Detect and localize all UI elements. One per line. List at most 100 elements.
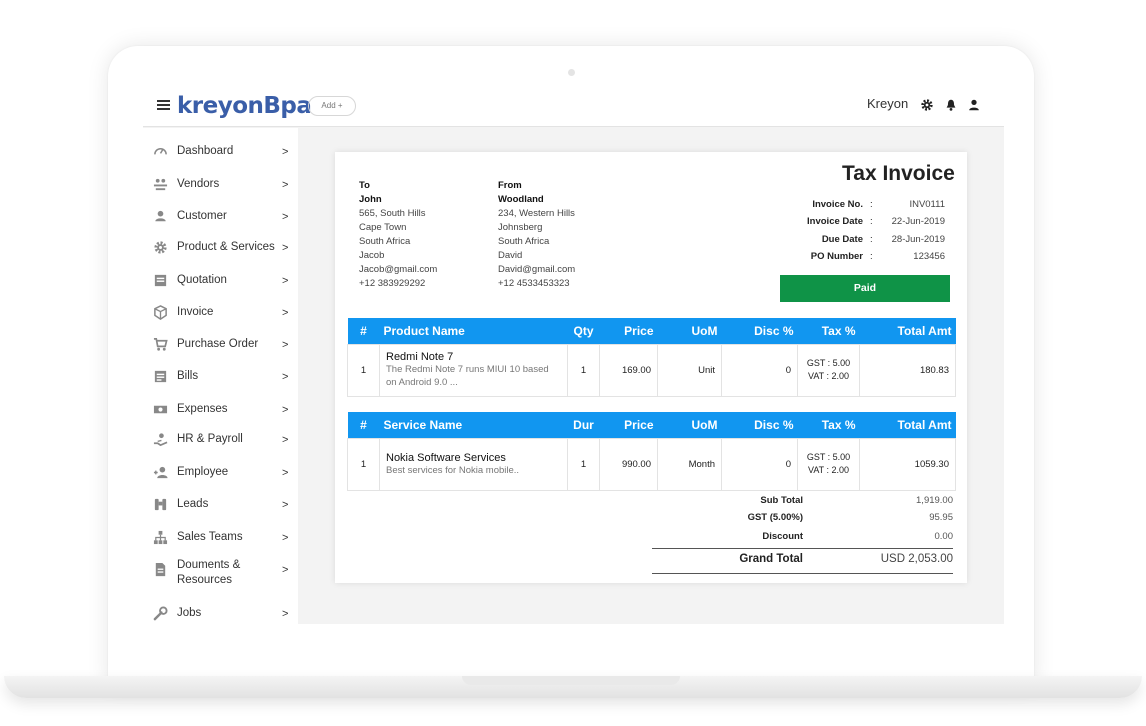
sidebar-item-customer[interactable]: Customer > — [143, 207, 298, 231]
sidebar-item-hr-payroll[interactable]: HR & Payroll > — [143, 430, 298, 454]
discount-row: Discount 0.00 — [735, 531, 953, 547]
sidebar-item-bills[interactable]: Bills > — [143, 367, 298, 391]
vendors-icon — [153, 178, 168, 191]
gst-value: GST : 5.00 — [806, 358, 851, 368]
sidebar-item-label: Jobs — [177, 607, 202, 619]
sidebar-item-expenses[interactable]: Expenses > — [143, 400, 298, 424]
column-header: Disc % — [721, 318, 798, 344]
paid-status-button[interactable]: Paid — [780, 275, 950, 302]
sidebar-item-label: HR & Payroll — [177, 433, 243, 445]
price-cell: 990.00 — [599, 437, 658, 491]
meta-key: Invoice Date — [807, 216, 863, 227]
contact-phone: +12 4533453323 — [498, 278, 570, 289]
bill-from-address: From Woodland 234, Western Hills Johnsbe… — [498, 179, 575, 291]
chevron-right-icon: > — [282, 564, 289, 576]
qty-cell: 1 — [567, 343, 600, 397]
sidebar-item-label: Invoice — [177, 306, 214, 318]
laptop-notch — [462, 676, 680, 685]
tax-cell: GST : 5.00 VAT : 2.00 — [797, 343, 860, 397]
grand-total-value: USD 2,053.00 — [880, 553, 953, 565]
chevron-right-icon: > — [282, 434, 289, 446]
sidebar-item-quotation[interactable]: Quotation > — [143, 271, 298, 295]
customer-icon — [155, 210, 166, 222]
gear-icon — [154, 241, 167, 254]
document-icon — [155, 562, 166, 577]
sidebar-item-invoice[interactable]: Invoice > — [143, 303, 298, 327]
column-header: Disc % — [721, 412, 798, 438]
wrench-icon — [153, 606, 168, 621]
meta-key: Invoice No. — [812, 199, 863, 210]
contact-email: Jacob@gmail.com — [359, 264, 438, 275]
address-line: Johnsberg — [498, 222, 543, 233]
column-header: Price — [599, 412, 658, 438]
sidebar-item-label: Dashboard — [177, 145, 234, 157]
discount-cell: 0 — [721, 343, 798, 397]
to-name: John — [359, 194, 382, 205]
column-header: Price — [599, 318, 658, 344]
sidebar-item-purchase-order[interactable]: Purchase Order > — [143, 335, 298, 359]
sidebar-item-dashboard[interactable]: Dashboard > — [143, 142, 298, 166]
laptop-base — [4, 676, 1142, 698]
column-header: # — [347, 412, 380, 438]
sidebar-item-jobs[interactable]: Jobs > — [143, 604, 298, 624]
sidebar-item-vendors[interactable]: Vendors > — [143, 175, 298, 199]
invoice-card: To John 565, South Hills Cape Town South… — [335, 152, 967, 583]
bill-to-address: To John 565, South Hills Cape Town South… — [359, 179, 437, 291]
sidebar-item-label: Product & Services — [177, 241, 275, 253]
invoice-icon — [154, 305, 167, 320]
chevron-right-icon: > — [282, 371, 289, 383]
table-header-row: # Service Name Dur Price UoM Disc % Tax … — [347, 412, 956, 438]
sidebar-item-label: Vendors — [177, 178, 220, 190]
column-header: Service Name — [379, 412, 568, 438]
chevron-right-icon: > — [282, 307, 289, 319]
chevron-right-icon: > — [282, 211, 289, 223]
gst-value: 95.95 — [929, 512, 953, 523]
sidebar-item-label: Purchase Order — [177, 338, 259, 350]
sidebar-item-leads[interactable]: Leads > — [143, 495, 298, 519]
sidebar-item-label: Employee — [177, 466, 229, 478]
sidebar-item-product-services[interactable]: Product & Services > — [143, 238, 298, 262]
meta-colon: : — [870, 251, 873, 262]
chevron-right-icon: > — [282, 499, 289, 511]
column-header: # — [347, 318, 380, 344]
service-cell: Nokia Software Services Best services fo… — [379, 437, 568, 491]
uom-cell: Month — [657, 437, 722, 491]
sidebar-item-label: Customer — [177, 210, 227, 222]
bell-icon[interactable] — [944, 98, 958, 112]
sidebar-item-label: Douments & Resources — [177, 559, 241, 586]
add-button[interactable]: Add + — [308, 96, 356, 116]
meta-colon: : — [870, 216, 873, 227]
total-cell: 1059.30 — [859, 437, 956, 491]
sidebar-item-sales-teams[interactable]: Sales Teams > — [143, 528, 298, 552]
row-number: 1 — [347, 343, 380, 397]
vat-value: VAT : 2.00 — [807, 371, 850, 381]
gear-icon[interactable] — [920, 98, 934, 112]
invoice-number-row: Invoice No. : INV0111 — [769, 199, 945, 213]
chevron-right-icon: > — [282, 404, 289, 416]
contact-email: David@gmail.com — [498, 264, 576, 275]
sidebar-item-documents-resources[interactable]: Douments & Resources > — [143, 559, 298, 592]
duration-cell: 1 — [567, 437, 600, 491]
invoice-date-row: Invoice Date : 22-Jun-2019 — [769, 216, 945, 230]
sidebar: Dashboard > Vendors > Customer > Product… — [143, 128, 298, 624]
user-icon[interactable] — [967, 98, 981, 112]
gst-value: GST : 5.00 — [806, 452, 851, 462]
brand-logo[interactable]: kreyonBpa — [177, 93, 312, 119]
table-row: 1 Nokia Software Services Best services … — [347, 437, 956, 491]
hamburger-menu-icon[interactable] — [157, 98, 170, 114]
price-cell: 169.00 — [599, 343, 658, 397]
chevron-right-icon: > — [282, 275, 289, 287]
total-cell: 180.83 — [859, 343, 956, 397]
meta-value: INV0111 — [909, 199, 945, 210]
sidebar-item-employee[interactable]: Employee > — [143, 463, 298, 487]
grand-total-row: Grand Total USD 2,053.00 — [735, 553, 953, 571]
cart-icon — [153, 338, 168, 351]
meta-colon: : — [870, 234, 873, 245]
table-header-row: # Product Name Qty Price UoM Disc % Tax … — [347, 318, 956, 344]
chevron-right-icon: > — [282, 179, 289, 191]
dashboard-icon — [154, 148, 167, 155]
address-line: 234, Western Hills — [498, 208, 575, 219]
binoculars-icon — [154, 498, 167, 511]
top-bar: kreyonBpa Add + Kreyon — [143, 86, 1004, 127]
uom-cell: Unit — [657, 343, 722, 397]
